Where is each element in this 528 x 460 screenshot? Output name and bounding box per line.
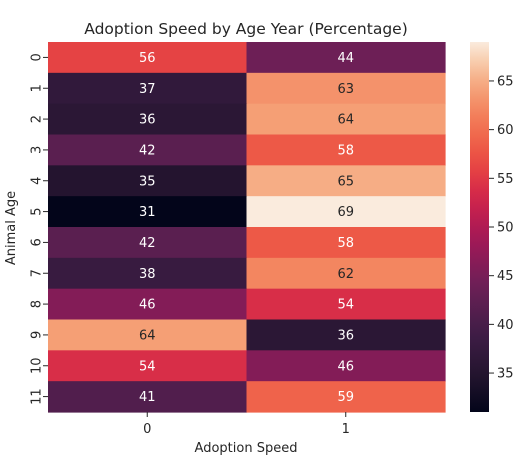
y-axis-label: Animal Age bbox=[4, 191, 19, 265]
heatmap-cell bbox=[48, 381, 248, 413]
cell-value-label: 62 bbox=[337, 267, 354, 282]
cell-value-label: 37 bbox=[139, 82, 156, 97]
heatmap-cell bbox=[48, 134, 248, 166]
heatmap-cell bbox=[246, 227, 446, 259]
heatmap-cell bbox=[48, 103, 248, 136]
y-tick-label: 4 bbox=[30, 177, 45, 185]
heatmap-cells: 56 44 37 63 36 64 42 58 35 65 31 69 42 58 38 62 46 54 64 36… bbox=[48, 42, 446, 413]
y-tick-label: 5 bbox=[30, 207, 45, 215]
cell-value-label: 59 bbox=[337, 390, 354, 405]
heatmap-cell bbox=[246, 196, 446, 228]
colorbar-tick-label: 55 bbox=[497, 172, 514, 187]
cell-value-label: 42 bbox=[139, 143, 156, 158]
heatmap-cell bbox=[246, 72, 446, 105]
cell-value-label: 42 bbox=[139, 236, 156, 251]
y-tick-label: 1 bbox=[30, 84, 45, 92]
heatmap-cell bbox=[246, 103, 446, 136]
y-tick-label: 0 bbox=[30, 53, 45, 61]
x-tick-label: 1 bbox=[342, 422, 350, 437]
heatmap-cell bbox=[246, 134, 446, 166]
cell-value-label: 58 bbox=[337, 236, 354, 251]
heatmap-cell bbox=[48, 42, 248, 74]
heatmap-cell bbox=[48, 288, 248, 321]
cell-value-label: 31 bbox=[139, 205, 156, 220]
heatmap-cell bbox=[48, 319, 248, 351]
heatmap-cell bbox=[246, 257, 446, 290]
cell-value-label: 54 bbox=[139, 359, 156, 374]
y-tick-label: 2 bbox=[30, 115, 45, 123]
y-tick-label: 9 bbox=[30, 331, 45, 339]
cell-value-label: 44 bbox=[337, 51, 354, 66]
cell-value-label: 56 bbox=[139, 51, 156, 66]
y-tick-label: 3 bbox=[30, 146, 45, 154]
cell-value-label: 64 bbox=[337, 113, 354, 128]
colorbar-tick-label: 45 bbox=[497, 269, 514, 284]
heatmap-cell bbox=[48, 72, 248, 105]
y-tick-label: 11 bbox=[30, 388, 45, 405]
cell-value-label: 69 bbox=[337, 205, 354, 220]
cell-value-label: 38 bbox=[139, 267, 156, 282]
heatmap-cell bbox=[48, 227, 248, 259]
heatmap-cell bbox=[48, 350, 248, 382]
heatmap-cell bbox=[246, 381, 446, 413]
cell-value-label: 41 bbox=[139, 390, 156, 405]
y-tick-label: 6 bbox=[30, 238, 45, 246]
colorbar-tick-label: 60 bbox=[497, 123, 514, 138]
colorbar-tick-label: 65 bbox=[497, 74, 514, 89]
cell-value-label: 64 bbox=[139, 328, 156, 343]
chart-title: Adoption Speed by Age Year (Percentage) bbox=[84, 20, 408, 38]
heatmap-cell bbox=[48, 257, 248, 290]
y-axis: 0 1 2 3 4 5 6 7 8 9 10 11 bbox=[30, 53, 48, 405]
colorbar-tick-label: 50 bbox=[497, 221, 514, 236]
cell-value-label: 46 bbox=[139, 298, 156, 313]
heatmap-cell bbox=[246, 288, 446, 321]
colorbar-tick-label: 35 bbox=[497, 367, 514, 382]
cell-value-label: 36 bbox=[139, 113, 156, 128]
heatmap-cell bbox=[246, 165, 446, 197]
colorbar: 35 40 45 50 55 60 65 bbox=[470, 42, 514, 412]
cell-value-label: 35 bbox=[139, 174, 156, 189]
heatmap-cell bbox=[246, 319, 446, 351]
heatmap-cell bbox=[246, 42, 446, 74]
heatmap-cell bbox=[246, 350, 446, 382]
x-axis-label: Adoption Speed bbox=[195, 441, 298, 456]
colorbar-tick-label: 40 bbox=[497, 318, 514, 333]
cell-value-label: 46 bbox=[337, 359, 354, 374]
cell-value-label: 58 bbox=[337, 143, 354, 158]
heatmap-cell bbox=[48, 196, 248, 228]
cell-value-label: 54 bbox=[337, 298, 354, 313]
y-tick-label: 8 bbox=[30, 300, 45, 308]
y-tick-label: 10 bbox=[30, 357, 45, 374]
cell-value-label: 65 bbox=[337, 174, 354, 189]
x-tick-label: 0 bbox=[143, 422, 151, 437]
heatmap-cell bbox=[48, 165, 248, 197]
cell-value-label: 36 bbox=[337, 328, 354, 343]
cell-value-label: 63 bbox=[337, 82, 354, 97]
colorbar-gradient bbox=[470, 42, 489, 412]
y-tick-label: 7 bbox=[30, 269, 45, 277]
